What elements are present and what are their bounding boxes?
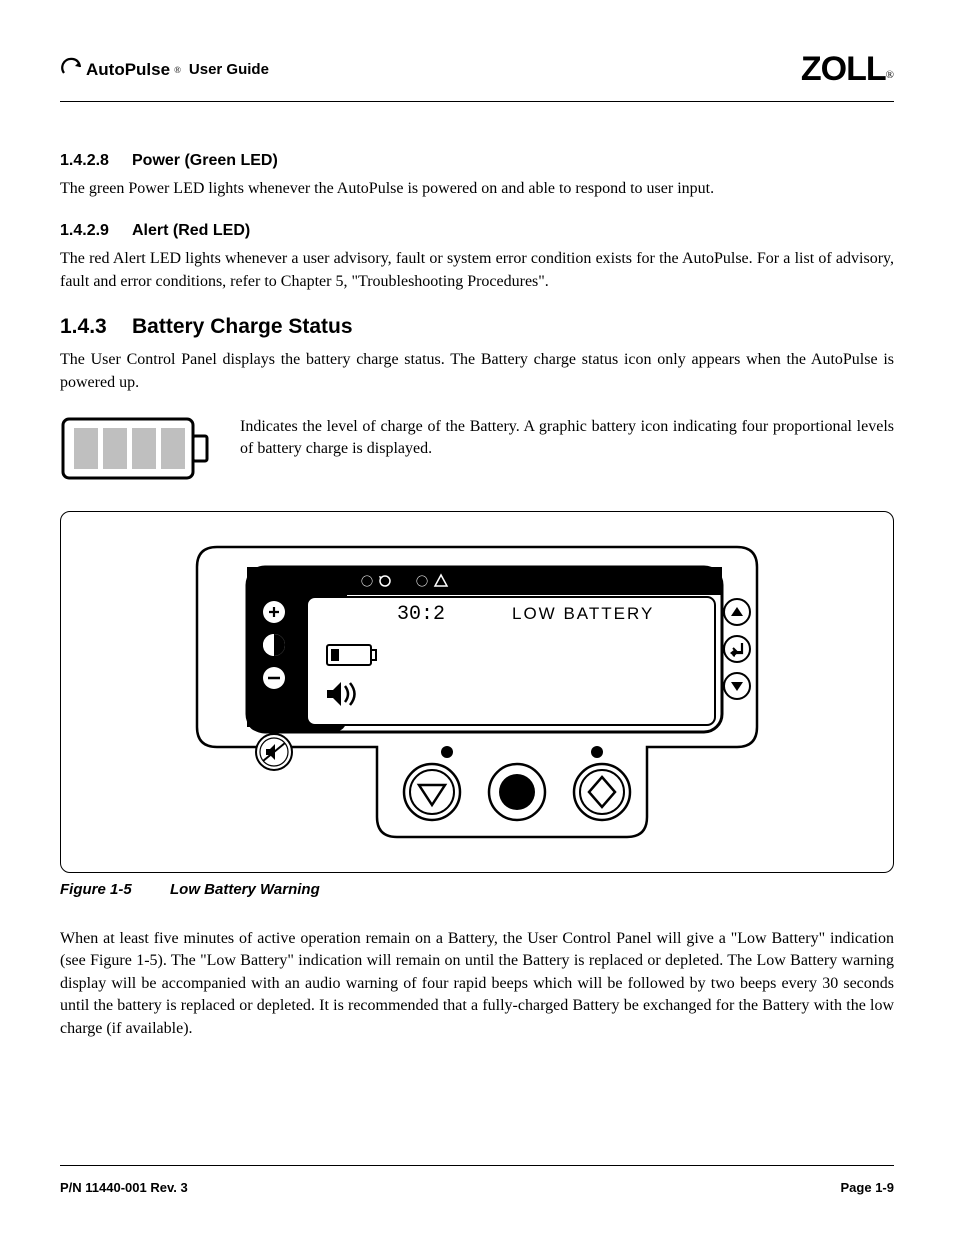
intro-143: The User Control Panel displays the batt…	[60, 349, 894, 394]
heading-1428: 1.4.2.8Power (Green LED)	[60, 152, 894, 170]
figure-title: Low Battery Warning	[170, 881, 320, 898]
heading-143-number: 1.4.3	[60, 315, 132, 339]
header-left: AutoPulse ® User Guide	[60, 57, 269, 82]
heading-1428-title: Power (Green LED)	[132, 152, 278, 169]
battery-icon-description: Indicates the level of charge of the Bat…	[240, 416, 894, 461]
zoll-logo-text: ZOLL	[801, 50, 886, 88]
zoll-logo: ZOLL®	[801, 50, 894, 89]
heading-1429-number: 1.4.2.9	[60, 222, 132, 240]
zoll-registered: ®	[886, 69, 894, 81]
heading-1428-number: 1.4.2.8	[60, 152, 132, 170]
heading-143-title: Battery Charge Status	[132, 315, 353, 338]
footer-part-number: P/N 11440-001 Rev. 3	[60, 1180, 188, 1195]
heading-143: 1.4.3Battery Charge Status	[60, 315, 894, 339]
footer-page-number: Page 1-9	[841, 1180, 894, 1195]
header-subtitle: User Guide	[189, 61, 269, 78]
document-page: AutoPulse® User Guide ZOLL® 1.4.2.8Power…	[0, 0, 954, 1235]
display-ratio-text: 30:2	[397, 603, 445, 626]
brand-registered: ®	[174, 65, 181, 75]
body-1429: The red Alert LED lights whenever a user…	[60, 248, 894, 293]
battery-level-icon	[60, 416, 210, 486]
brand-name: AutoPulse	[86, 60, 170, 80]
control-panel-diagram: 30:2 LOW BATTERY	[81, 537, 873, 857]
battery-icon-row: Indicates the level of charge of the Bat…	[60, 416, 894, 486]
heading-1429: 1.4.2.9Alert (Red LED)	[60, 222, 894, 240]
page-footer: P/N 11440-001 Rev. 3 Page 1-9	[60, 1165, 894, 1195]
figure-number: Figure 1-5	[60, 881, 170, 898]
display-message-text: LOW BATTERY	[512, 604, 654, 623]
page-header: AutoPulse® User Guide ZOLL®	[60, 50, 894, 102]
closing-paragraph: When at least five minutes of active ope…	[60, 928, 894, 1040]
body-1428: The green Power LED lights whenever the …	[60, 178, 894, 200]
autopulse-logo-icon	[60, 57, 82, 82]
heading-1429-title: Alert (Red LED)	[132, 222, 250, 239]
figure-1-5-box: 30:2 LOW BATTERY	[60, 511, 894, 873]
figure-caption: Figure 1-5Low Battery Warning	[60, 881, 894, 898]
